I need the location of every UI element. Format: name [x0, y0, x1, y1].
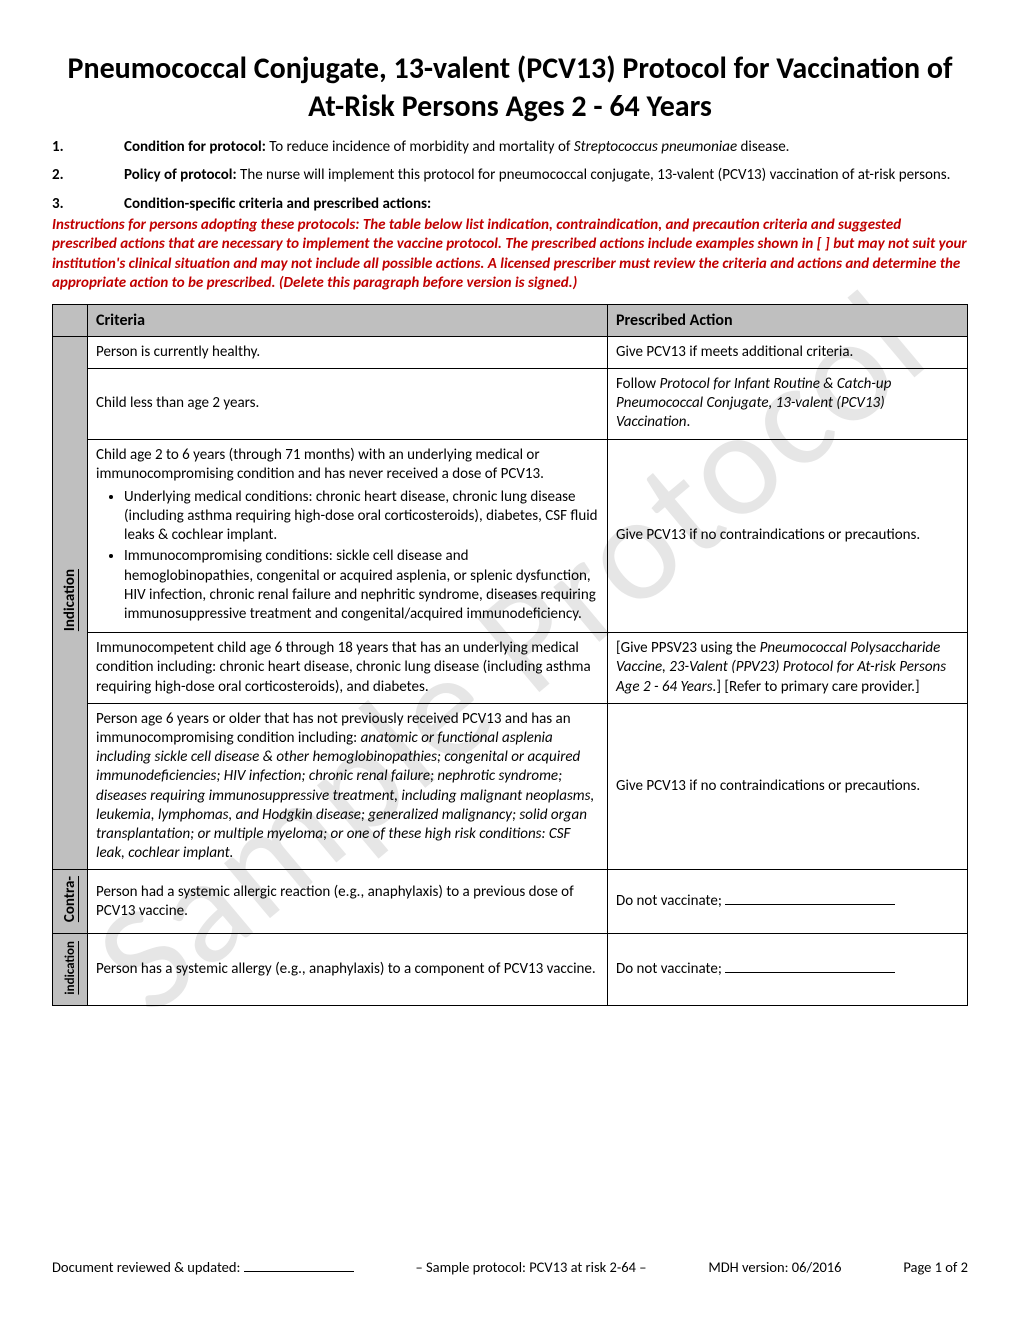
- item-1: 1.Condition for protocol: To reduce inci…: [52, 137, 968, 157]
- footer-page: Page 1 of 2: [903, 1258, 968, 1276]
- header-criteria: Criteria: [88, 304, 608, 336]
- r7-action-text: Do not vaccinate;: [616, 960, 725, 978]
- item-1-italic: Streptococcus pneumoniae: [574, 138, 737, 156]
- item-2-num: 2.: [52, 165, 124, 185]
- r6-action-text: Do not vaccinate;: [616, 892, 725, 910]
- header-action: Prescribed Action: [608, 304, 968, 336]
- r2-action-post: .: [686, 413, 690, 431]
- r3-bullet-1: Underlying medical conditions: chronic h…: [124, 488, 599, 546]
- side-label-indication2-text: indication: [63, 941, 78, 995]
- r3-bullets: Underlying medical conditions: chronic h…: [96, 488, 599, 624]
- instructions-lead: Instructions for persons adopting these …: [52, 216, 359, 234]
- side-label-indication-text: Indication: [61, 569, 79, 631]
- item-2: 2.Policy of protocol: The nurse will imp…: [52, 165, 968, 185]
- item-2-label: Policy of protocol:: [124, 166, 237, 184]
- table-header-row: Criteria Prescribed Action: [53, 304, 968, 336]
- footer-center: – Sample protocol: PCV13 at risk 2-64 –: [415, 1258, 646, 1276]
- footer-reviewed-label: Document reviewed & updated:: [52, 1258, 244, 1276]
- item-3: 3.Condition-specific criteria and prescr…: [52, 194, 968, 214]
- r2-action-pre: Follow: [616, 375, 659, 393]
- side-label-contra-text: Contra-: [61, 876, 79, 922]
- table-row: Child less than age 2 years. Follow Prot…: [53, 368, 968, 439]
- r1-action: Give PCV13 if meets additional criteria.: [608, 336, 968, 368]
- item-3-label: Condition-specific criteria and prescrib…: [124, 195, 431, 213]
- item-1-label: Condition for protocol:: [124, 138, 266, 156]
- blank-line: [244, 1271, 354, 1272]
- r7-action: Do not vaccinate;: [608, 934, 968, 1006]
- r4-criteria: Immunocompetent child age 6 through 18 y…: [88, 633, 608, 704]
- r1-criteria: Person is currently healthy.: [88, 336, 608, 368]
- item-1-num: 1.: [52, 137, 124, 157]
- r7-criteria: Person has a systemic allergy (e.g., ana…: [88, 934, 608, 1006]
- r3-lead: Child age 2 to 6 years (through 71 month…: [96, 446, 544, 483]
- footer-reviewed: Document reviewed & updated:: [52, 1258, 354, 1276]
- item-1-after: disease.: [737, 138, 789, 156]
- page-title: Pneumococcal Conjugate, 13-valent (PCV13…: [52, 50, 968, 125]
- r3-criteria: Child age 2 to 6 years (through 71 month…: [88, 439, 608, 633]
- side-label-contra: Contra-: [53, 870, 88, 934]
- table-row: Contra- Person had a systemic allergic r…: [53, 870, 968, 934]
- item-3-num: 3.: [52, 194, 124, 214]
- side-label-indication2: indication: [53, 934, 88, 1006]
- criteria-table: Criteria Prescribed Action Indication Pe…: [52, 304, 968, 1007]
- r5-italic: anatomic or functional asplenia includin…: [96, 729, 594, 862]
- header-corner: [53, 304, 88, 336]
- table-row: Immunocompetent child age 6 through 18 y…: [53, 633, 968, 704]
- r4-action-pre: [Give PPSV23 using the: [616, 639, 760, 657]
- footer-version: MDH version: 06/2016: [708, 1258, 841, 1276]
- r3-action: Give PCV13 if no contraindications or pr…: [608, 439, 968, 633]
- item-2-text: The nurse will implement this protocol f…: [237, 166, 951, 184]
- r2-criteria: Child less than age 2 years.: [88, 368, 608, 439]
- r5-action: Give PCV13 if no contraindications or pr…: [608, 703, 968, 870]
- r2-action: Follow Protocol for Infant Routine & Cat…: [608, 368, 968, 439]
- page-footer: Document reviewed & updated: – Sample pr…: [52, 1258, 968, 1276]
- r6-action: Do not vaccinate;: [608, 870, 968, 934]
- instructions-paragraph: Instructions for persons adopting these …: [52, 216, 968, 294]
- table-row: indication Person has a systemic allergy…: [53, 934, 968, 1006]
- r3-bullet-2: Immunocompromising conditions: sickle ce…: [124, 547, 599, 624]
- r4-action: [Give PPSV23 using the Pneumococcal Poly…: [608, 633, 968, 704]
- table-row: Child age 2 to 6 years (through 71 month…: [53, 439, 968, 633]
- r6-criteria: Person had a systemic allergic reaction …: [88, 870, 608, 934]
- table-row: Indication Person is currently healthy. …: [53, 336, 968, 368]
- blank-line: [725, 904, 895, 905]
- item-1-text: To reduce incidence of morbidity and mor…: [266, 138, 574, 156]
- side-label-indication: Indication: [53, 336, 88, 870]
- blank-line: [725, 972, 895, 973]
- r4-action-post: ] [Refer to primary care provider.]: [716, 678, 919, 696]
- r5-criteria: Person age 6 years or older that has not…: [88, 703, 608, 870]
- table-row: Person age 6 years or older that has not…: [53, 703, 968, 870]
